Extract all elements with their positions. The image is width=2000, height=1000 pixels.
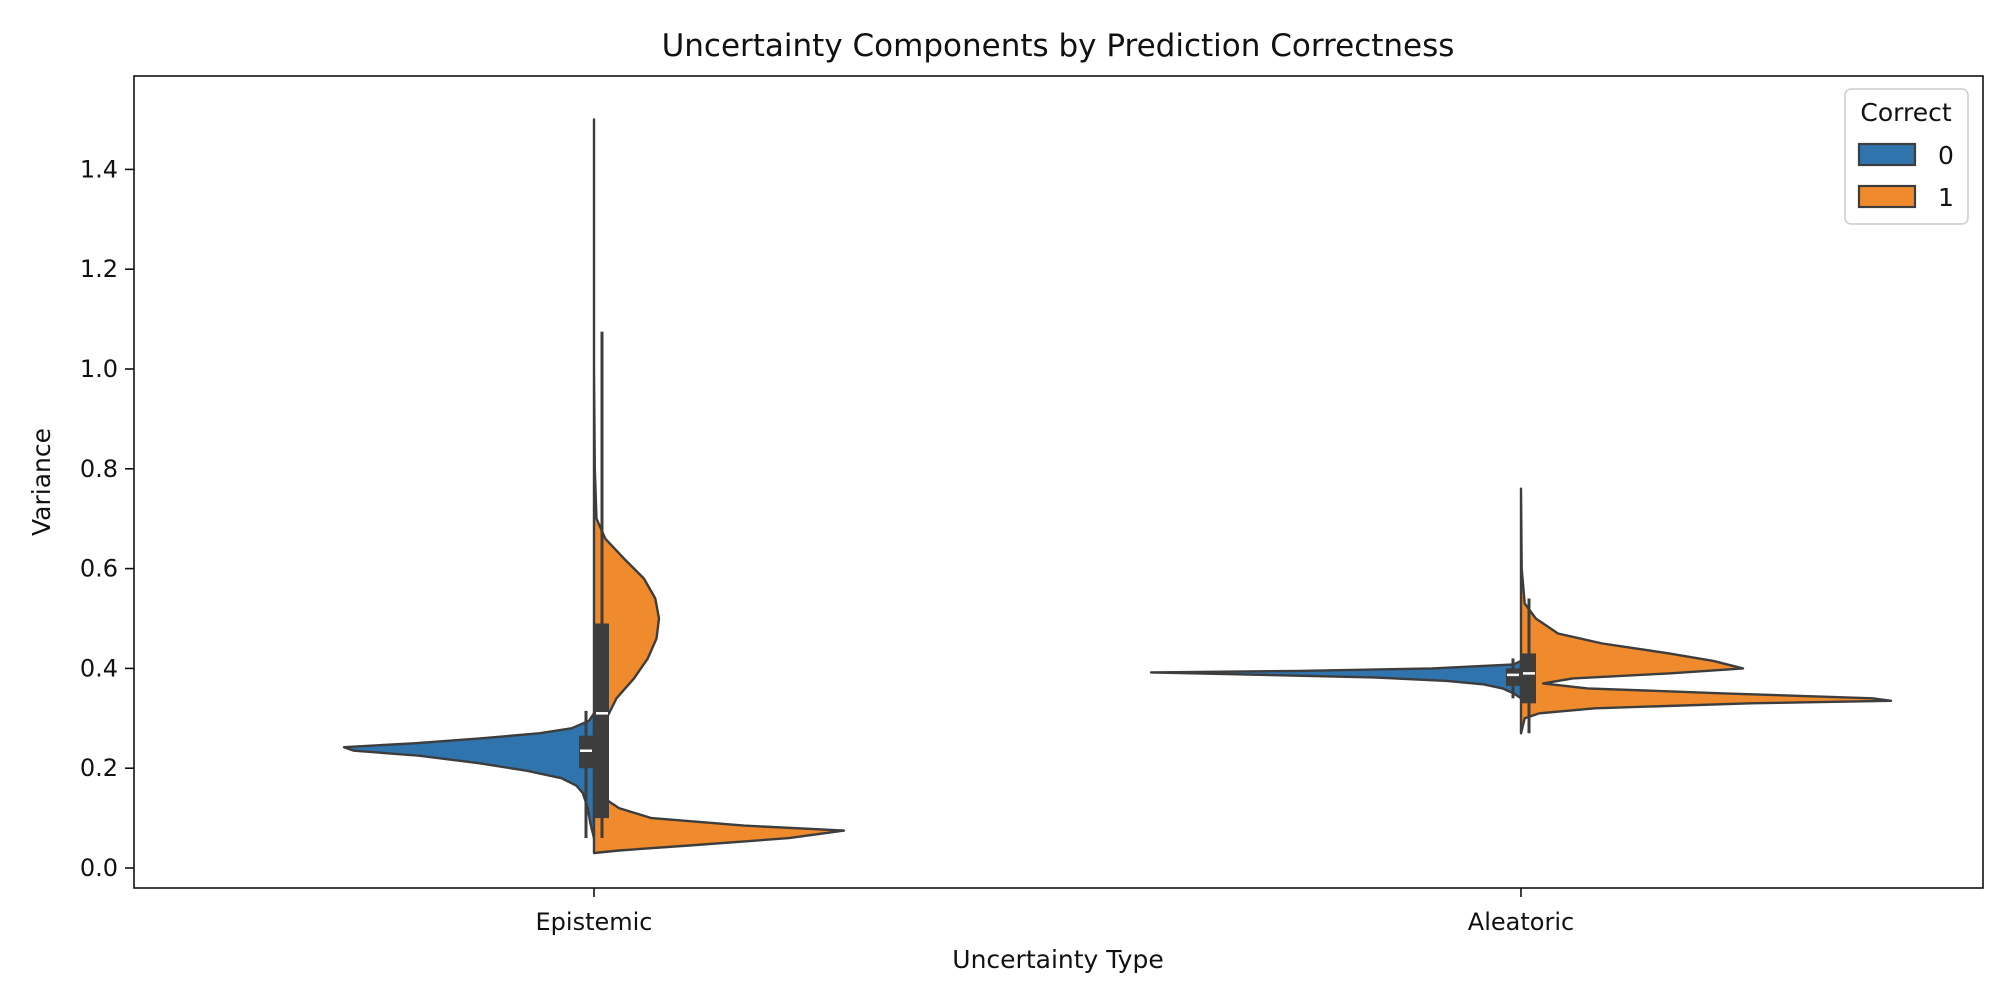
violin-epistemic-series-1 (592, 118, 846, 855)
y-tick-label: 0.2 (80, 754, 118, 782)
chart-title: Uncertainty Components by Prediction Cor… (662, 28, 1455, 64)
y-tick-label: 0.6 (80, 555, 118, 583)
y-tick-label: 1.2 (80, 255, 118, 283)
violin-aleatoric-series-0 (1149, 659, 1523, 700)
violin-epistemic-series-0 (342, 712, 596, 840)
box-iqr (595, 623, 609, 819)
y-tick-label: 1.4 (80, 155, 118, 183)
legend-label-1: 1 (1938, 183, 1954, 212)
legend-swatch-0 (1857, 142, 1917, 167)
y-tick-label: 1.0 (80, 355, 118, 383)
plot-frame (133, 75, 1984, 889)
x-axis-label: Uncertainty Type (952, 945, 1163, 974)
y-tick-label: 0.4 (80, 654, 118, 682)
y-tick-label: 0.8 (80, 455, 118, 483)
y-axis-label: Variance (27, 428, 56, 536)
legend-label-0: 0 (1938, 141, 1954, 170)
violin-layer (342, 118, 1893, 855)
x-tick-label: Epistemic (536, 908, 653, 936)
legend-title: Correct (1860, 98, 1951, 127)
box-iqr (1522, 653, 1536, 704)
y-axis: 0.0 0.2 0.4 0.6 0.8 1.0 1.2 1.4 (80, 155, 134, 882)
x-axis: Epistemic Aleatoric (536, 888, 1574, 936)
box-iqr (1506, 668, 1520, 686)
violin-aleatoric-series-1 (1519, 487, 1893, 735)
legend: Correct 01 (1844, 88, 1969, 225)
legend-items: 01 (1857, 141, 1954, 212)
y-tick-label: 0.0 (80, 854, 118, 882)
legend-swatch-1 (1857, 184, 1917, 209)
x-tick-label: Aleatoric (1468, 908, 1574, 936)
